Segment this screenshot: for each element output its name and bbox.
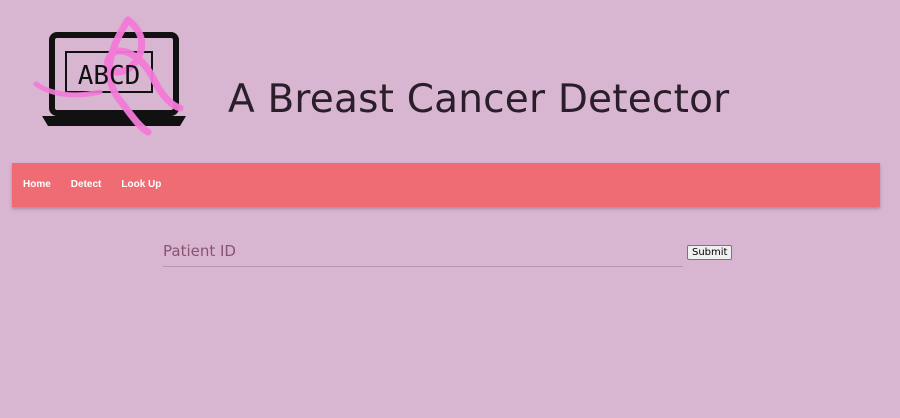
nav-home-link[interactable]: Home [23,179,51,190]
patient-id-input[interactable] [163,236,683,267]
site-logo[interactable]: ABCD [30,8,200,138]
laptop-ribbon-icon: ABCD [33,16,186,136]
submit-button[interactable]: Submit [687,245,733,260]
nav-look-up-link[interactable]: Look Up [121,179,162,190]
logo-text: ABCD [78,61,141,91]
nav-detect-link[interactable]: Detect [70,179,102,190]
patient-lookup-form: Submit [163,236,743,270]
main-navbar: Home Detect Look Up [12,163,880,207]
page-title: A Breast Cancer Detector [228,77,730,122]
site-header: ABCD A Breast Cancer Detector [0,0,900,150]
